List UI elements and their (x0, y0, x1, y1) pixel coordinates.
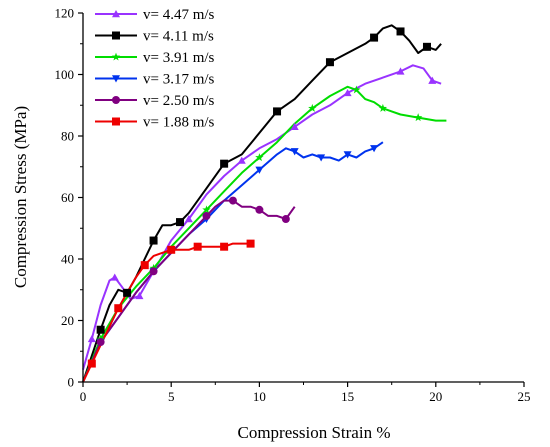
series-line-1 (82, 64, 442, 370)
data-point (220, 242, 229, 251)
data-point (317, 154, 326, 162)
axes (82, 13, 524, 383)
data-point (149, 236, 158, 245)
legend-entry: v= 3.17 m/s (143, 72, 215, 88)
data-point (237, 156, 246, 164)
data-point (428, 76, 437, 84)
x-axis-label: Compression Strain % (238, 423, 391, 442)
legend: v= 4.47 m/s v= 4.11 m/s v= 3.91 m/s v= 3.17… (95, 7, 215, 131)
data-point (255, 205, 264, 214)
y-tick-label: 120 (55, 6, 75, 21)
data-point (114, 304, 123, 313)
series-markers (87, 27, 437, 368)
data-point (325, 58, 334, 67)
data-point (396, 27, 405, 36)
y-tick-label: 80 (61, 129, 74, 144)
data-point (220, 159, 229, 168)
data-point (87, 359, 96, 368)
legend-marker (112, 96, 120, 104)
data-point (96, 325, 105, 334)
legend-entry: v= 4.11 m/s (143, 29, 214, 45)
y-tick-label: 0 (68, 375, 75, 390)
legend-marker (112, 10, 120, 18)
x-tick-label: 25 (518, 389, 531, 404)
legend-marker (112, 75, 120, 83)
data-point (396, 67, 405, 75)
data-point (193, 242, 202, 251)
series-line-5 (82, 199, 296, 383)
data-point (228, 196, 237, 205)
data-point (370, 145, 379, 153)
data-point (140, 261, 149, 270)
legend-marker (112, 117, 120, 126)
legend-entry: v= 4.47 m/s (143, 7, 215, 23)
data-point (149, 267, 158, 276)
data-point (290, 148, 299, 156)
y-tick-label: 20 (61, 313, 74, 328)
data-point (273, 107, 282, 116)
y-tick-label: 40 (61, 252, 74, 267)
data-point (135, 291, 144, 300)
y-tick-label: 60 (61, 190, 74, 205)
legend-entry: v= 3.91 m/s (143, 50, 215, 66)
legend-marker (112, 31, 120, 40)
data-point (290, 122, 299, 130)
data-point (255, 166, 264, 174)
x-tick-label: 5 (168, 389, 175, 404)
data-point (281, 215, 290, 224)
x-tick-label: 0 (80, 389, 87, 404)
data-point (167, 245, 176, 254)
data-point (343, 88, 352, 97)
data-point (87, 334, 96, 343)
data-point (184, 215, 193, 223)
data-point (352, 85, 361, 94)
x-tick-label: 20 (429, 389, 442, 404)
y-axis-label: Compression Stress (MPa) (11, 106, 30, 288)
data-point (110, 273, 119, 281)
data-point (96, 338, 105, 347)
series-lines (82, 24, 447, 383)
data-point (255, 153, 264, 162)
tick-marks: 0 5 10 15 20 25 0 20 40 60 80 100 120 (55, 6, 531, 405)
series-line-4 (82, 141, 384, 383)
legend-entry: v= 2.50 m/s (143, 93, 215, 109)
data-point (246, 239, 255, 248)
data-point (123, 288, 132, 297)
data-point (343, 151, 352, 159)
legend-marker (111, 52, 121, 61)
data-point (378, 103, 388, 112)
data-point (413, 113, 423, 122)
x-tick-label: 15 (341, 389, 354, 404)
series-line-6 (82, 242, 251, 383)
data-point (176, 218, 185, 227)
y-tick-label: 100 (55, 67, 75, 82)
legend-entry: v= 1.88 m/s (143, 115, 215, 131)
series-line-3 (82, 85, 447, 383)
data-point (202, 211, 211, 220)
x-tick-label: 10 (253, 389, 266, 404)
data-point (202, 205, 211, 214)
data-point (308, 103, 317, 112)
data-point (422, 42, 431, 51)
data-point (370, 33, 379, 42)
